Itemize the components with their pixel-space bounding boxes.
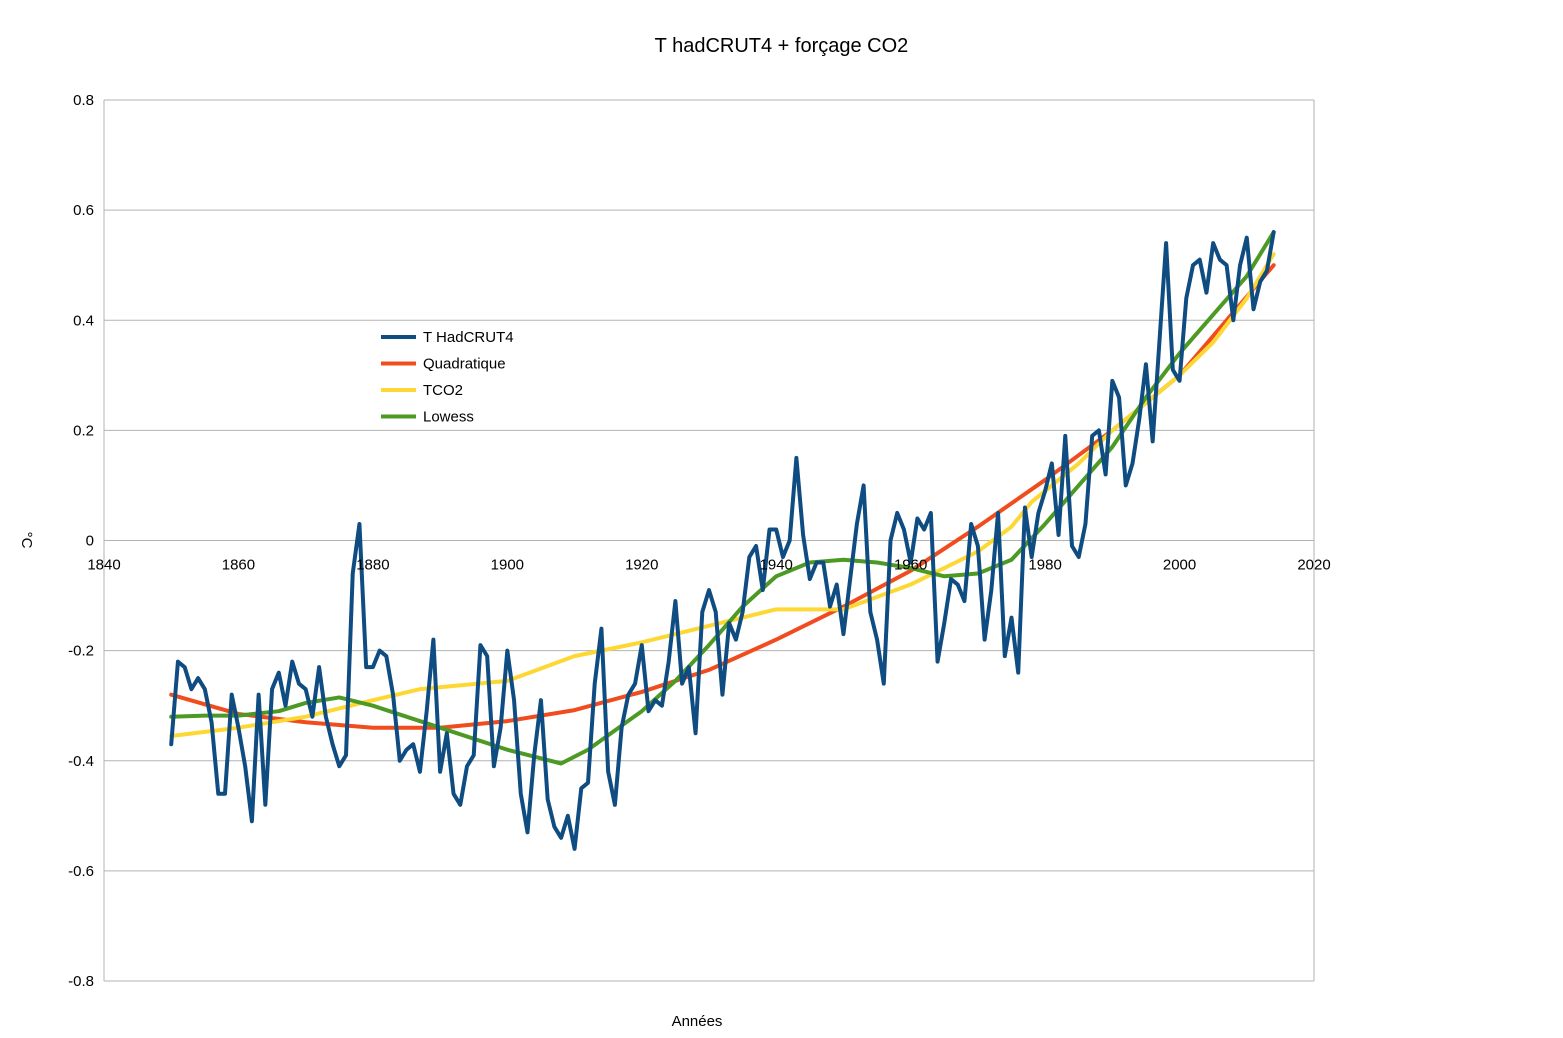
series-line-quadratique: [169, 263, 1276, 730]
y-tick-label: -0.4: [68, 753, 94, 770]
x-tick-label: 2000: [1163, 557, 1196, 574]
series-lines: [169, 230, 1276, 851]
x-tick-label: 1960: [894, 557, 927, 574]
y-tick-label: 0.4: [73, 312, 94, 329]
legend: T HadCRUT4 Quadratique TCO2 Lowess: [381, 329, 514, 426]
y-tick-label: -0.2: [68, 643, 94, 660]
y-tick-label: 0.8: [73, 92, 94, 109]
y-tick-label: 0.2: [73, 422, 94, 439]
x-tick-label: 1940: [760, 557, 793, 574]
legend-label: TCO2: [423, 382, 463, 399]
x-tick-label: 1840: [87, 557, 120, 574]
x-tick-label: 1860: [222, 557, 255, 574]
y-tick-label: -0.6: [68, 863, 94, 880]
chart-title: T hadCRUT4 + forçage CO2: [654, 35, 909, 57]
x-axis-title: Années: [672, 1013, 723, 1030]
series-line-lowess: [169, 230, 1276, 766]
plot-frame: [103, 100, 1315, 981]
series-line-t-hadcrut4: [169, 230, 1276, 851]
x-tick-labels: 1840 1860 1880 1900 1920 1940 1960 1980 2000 2020: [87, 557, 1330, 574]
legend-label: T HadCRUT4: [423, 329, 514, 346]
x-tick-label: 1980: [1028, 557, 1061, 574]
x-tick-label: 1880: [356, 557, 389, 574]
y-tick-label: -0.8: [68, 973, 94, 990]
x-tick-label: 2020: [1297, 557, 1330, 574]
x-tick-label: 1920: [625, 557, 658, 574]
y-tick-labels: 0.8 0.6 0.4 0.2 0 -0.2 -0.4 -0.6 -0.8: [68, 92, 94, 990]
x-tick-label: 1900: [491, 557, 524, 574]
legend-label: Quadratique: [423, 356, 506, 373]
y-tick-label: 0: [86, 533, 94, 550]
y-tick-label: 0.6: [73, 202, 94, 219]
legend-label: Lowess: [423, 409, 474, 426]
y-axis-title: °C: [18, 532, 35, 549]
